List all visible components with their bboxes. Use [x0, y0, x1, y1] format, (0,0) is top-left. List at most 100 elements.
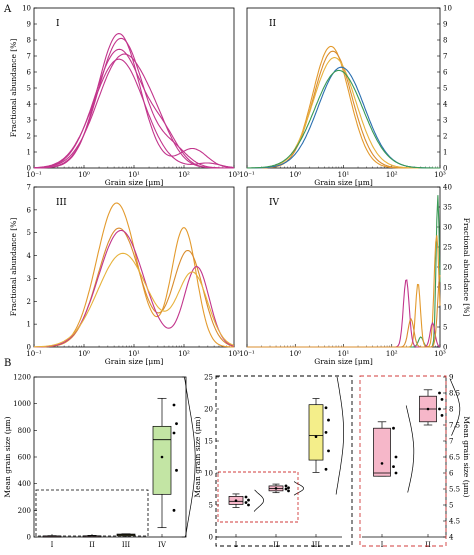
- data-point: [394, 455, 398, 459]
- x-tick-label: 10⁰: [289, 350, 301, 358]
- y-tick-label: 30: [443, 224, 452, 232]
- series-line-4: [34, 252, 235, 348]
- x-tick-label: 10⁻¹: [26, 171, 42, 179]
- y-tick-label: 6: [27, 206, 32, 214]
- data-point: [440, 414, 444, 417]
- x-tick-label: 10¹: [338, 350, 350, 358]
- data-point: [324, 406, 328, 410]
- x-tick-label: 10³: [434, 171, 446, 179]
- y-tick-label: 2: [27, 133, 31, 141]
- panel-roman-label: I: [56, 19, 60, 29]
- x-tick-label: 10⁻¹: [26, 350, 42, 358]
- y-tick-label: 4: [27, 252, 32, 260]
- panel-label-a: A: [3, 4, 12, 15]
- box-mean: [234, 499, 238, 502]
- box-IV: [152, 425, 172, 495]
- y-tick-label: 8: [443, 37, 447, 45]
- x-tick-label: 10⁰: [289, 171, 301, 179]
- series-line-5: [33, 58, 235, 169]
- y-tick-label: 3: [27, 117, 31, 125]
- y-tick-label: 4: [449, 534, 454, 542]
- density-curve: [449, 379, 461, 436]
- x-tick-label: 10²: [178, 171, 190, 179]
- y-tick-label: 0: [443, 344, 447, 352]
- data-point: [247, 503, 250, 507]
- y-tick-label: 400: [18, 480, 31, 488]
- data-point: [287, 489, 290, 493]
- y-tick-label: 7: [449, 438, 453, 446]
- y-tick-label: 0: [27, 165, 31, 173]
- y-tick-label: 3: [27, 275, 31, 283]
- y-tick-label: 200: [18, 507, 31, 515]
- box-mean: [274, 487, 278, 490]
- y-axis-label: Fractional abundance [%]: [462, 218, 471, 317]
- y-tick-label: 0: [27, 534, 31, 542]
- data-point: [438, 407, 441, 411]
- y-tick-label: 5: [443, 324, 447, 332]
- series-line-4: [34, 53, 234, 169]
- y-tick-label: 6: [449, 470, 454, 478]
- y-tick-label: 5: [27, 85, 31, 93]
- y-tick-label: 800: [18, 427, 31, 435]
- y-tick-label: 10: [443, 5, 452, 13]
- y-tick-label: 25: [204, 374, 213, 382]
- series-line-1: [34, 202, 235, 348]
- y-tick-label: 7: [27, 53, 31, 61]
- x-tick-label: 10¹: [338, 171, 350, 179]
- series-line-2: [34, 227, 235, 348]
- y-axis-label: Mean grain size (μm): [3, 416, 12, 497]
- x-tick-label: III: [122, 541, 131, 549]
- data-point: [284, 484, 288, 488]
- y-tick-label: 5: [209, 502, 213, 510]
- y-tick-label: 6.5: [449, 454, 460, 462]
- y-tick-label: 1200: [13, 374, 31, 382]
- box-mean: [160, 455, 164, 459]
- x-tick-label: I: [381, 541, 384, 549]
- y-tick-label: 20: [204, 406, 213, 414]
- y-tick-label: 1: [27, 149, 31, 157]
- plot-frame: [246, 186, 441, 348]
- data-point: [392, 465, 395, 468]
- y-tick-label: 1000: [13, 400, 31, 408]
- x-tick-label: III: [312, 541, 321, 549]
- y-tick-label: 10: [22, 5, 31, 13]
- y-tick-label: 7: [443, 53, 447, 61]
- y-tick-label: 15: [204, 438, 213, 446]
- y-tick-label: 2: [27, 298, 31, 306]
- y-axis-label: Mean grain size (μm): [193, 416, 202, 497]
- y-tick-label: 5.5: [449, 486, 460, 494]
- y-axis-label: Mean grain size (μm): [462, 416, 471, 497]
- y-tick-label: 25: [443, 244, 452, 252]
- y-tick-label: 5: [443, 85, 447, 93]
- x-tick-label: 10³: [228, 171, 240, 179]
- y-tick-label: 8: [27, 37, 31, 45]
- y-tick-label: 40: [443, 184, 452, 192]
- series-line-5: [247, 69, 440, 169]
- density-curve: [405, 405, 415, 493]
- data-point: [175, 422, 178, 426]
- data-point: [394, 471, 398, 475]
- x-tick-label: 10⁻¹: [239, 350, 255, 358]
- panel-roman-label: II: [269, 19, 277, 29]
- zoom-frame-left: [35, 489, 149, 537]
- x-tick-label: 10²: [178, 350, 190, 358]
- x-tick-label: 10⁰: [78, 350, 90, 358]
- panel-roman-label: III: [56, 198, 67, 208]
- data-point: [175, 468, 178, 472]
- x-tick-label: I: [51, 541, 54, 549]
- x-tick-label: 10¹: [128, 171, 140, 179]
- series-line-4: [247, 274, 441, 348]
- x-tick-label: 10²: [386, 350, 398, 358]
- y-tick-label: 8.5: [449, 390, 460, 398]
- data-point: [244, 495, 248, 499]
- density-curve: [253, 489, 264, 512]
- box-III: [308, 404, 324, 461]
- data-point: [172, 403, 176, 407]
- plot-frame: [33, 186, 235, 348]
- y-tick-label: 0: [27, 344, 31, 352]
- series-line-1: [34, 33, 234, 169]
- box-mean: [426, 407, 430, 411]
- x-axis-label: Grain size [μm]: [105, 178, 164, 187]
- box-mean: [314, 435, 318, 438]
